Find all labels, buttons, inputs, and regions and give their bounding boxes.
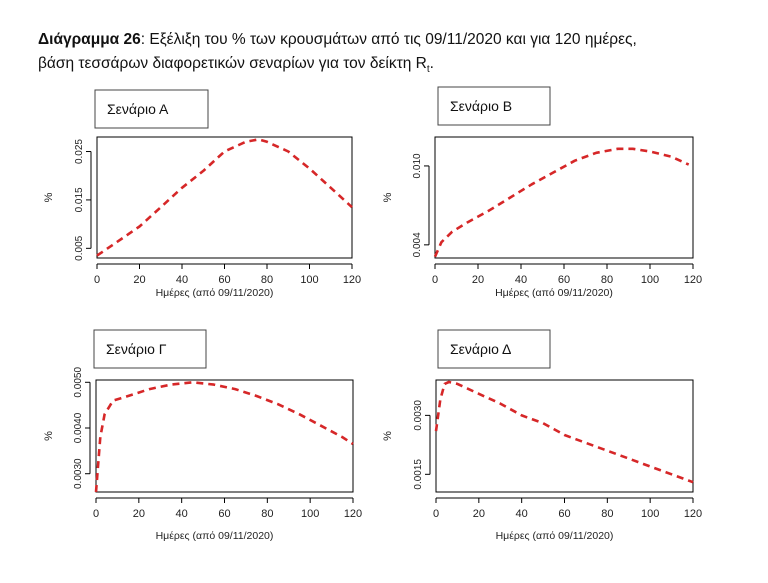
x-tick-label: 0 — [433, 508, 439, 520]
x-tick-label: 120 — [684, 274, 702, 286]
caption-line1: : Εξέλιξη του % των κρουσμάτων από τις 0… — [140, 31, 637, 48]
scenario-label-box — [437, 86, 551, 126]
x-tick-label: 20 — [472, 274, 484, 286]
series-line — [96, 138, 353, 257]
plot-frame — [95, 379, 354, 493]
scenario-title: Σενάριο Γ — [106, 341, 167, 357]
x-tick-label: 100 — [641, 274, 659, 286]
series-line — [433, 147, 690, 258]
y-tick-label: 0.004 — [412, 232, 423, 257]
series-line — [434, 380, 694, 484]
chart-panel-2: 0 20 40 60 80 100 120 0.004 0.010 Ημέρες (από 09/… — [382, 86, 702, 299]
y-tick-label: 0.0015 — [413, 459, 424, 490]
scenario-label-box — [94, 89, 209, 129]
caption-line2-end: . — [429, 55, 434, 72]
plot-frame — [434, 136, 694, 259]
plot-frame — [435, 379, 694, 493]
x-tick-label: 80 — [601, 508, 613, 520]
x-tick-label: 100 — [641, 508, 659, 520]
x-tick-label: 60 — [218, 508, 230, 520]
x-tick-label: 40 — [516, 508, 528, 520]
series-line — [94, 381, 354, 493]
y-axis-label: % — [382, 431, 394, 441]
x-tick-label: 120 — [344, 508, 362, 520]
y-axis-label: % — [382, 192, 394, 202]
chart-panel-3: 0 20 40 60 80 100 120 0.0030 0.0040 0.0050 Ημέρες … — [43, 329, 362, 542]
x-tick-label: 60 — [218, 274, 230, 286]
x-tick-label: 80 — [261, 274, 273, 286]
x-tick-label: 60 — [558, 274, 570, 286]
x-tick-label: 20 — [133, 274, 145, 286]
x-axis-label: Ημέρες (από 09/11/2020) — [156, 530, 274, 542]
chart-panel-4: 0 20 40 60 80 100 120 0.0015 0.0030 Ημέρες (από 0… — [382, 329, 702, 542]
scenario-title: Σενάριο Α — [107, 101, 169, 117]
x-axis-label: Ημέρες (από 09/11/2020) — [495, 287, 613, 299]
x-tick-label: 0 — [94, 274, 100, 286]
x-tick-label: 20 — [133, 508, 145, 520]
scenario-title: Σενάριο Β — [450, 98, 512, 114]
x-tick-label: 20 — [473, 508, 485, 520]
scenario-title: Σενάριο Δ — [450, 341, 511, 357]
y-tick-label: 0.015 — [74, 187, 85, 212]
x-tick-label: 80 — [601, 274, 613, 286]
x-tick-label: 0 — [93, 508, 99, 520]
x-tick-label: 120 — [343, 274, 361, 286]
scenario-label-box — [437, 329, 551, 369]
y-tick-label: 0.025 — [74, 139, 85, 164]
x-tick-label: 100 — [301, 508, 319, 520]
y-tick-label: 0.0050 — [73, 367, 84, 398]
y-axis-label: % — [43, 431, 55, 441]
y-tick-label: 0.010 — [412, 153, 423, 178]
x-tick-label: 40 — [176, 274, 188, 286]
x-tick-label: 40 — [176, 508, 188, 520]
plot-frame — [96, 136, 353, 259]
x-tick-label: 80 — [261, 508, 273, 520]
x-tick-label: 120 — [684, 508, 702, 520]
figure-caption: Διάγραμμα 26: Εξέλιξη του % των κρουσμάτ… — [38, 28, 748, 82]
caption-subscript: t — [426, 64, 430, 76]
x-tick-label: 100 — [300, 274, 318, 286]
scenario-label-box — [93, 329, 207, 369]
chart-panel-1: 0 20 40 60 80 100 120 0.005 0.015 0.025 Ημέρες (απ… — [43, 89, 361, 299]
x-axis-label: Ημέρες (από 09/11/2020) — [156, 287, 274, 299]
x-tick-label: 40 — [515, 274, 527, 286]
caption-line2: βάση τεσσάρων διαφορετικών σεναρίων για … — [38, 55, 427, 72]
y-axis-label: % — [43, 192, 55, 202]
y-tick-label: 0.0040 — [73, 412, 84, 443]
x-axis-label: Ημέρες (από 09/11/2020) — [496, 530, 614, 542]
x-tick-label: 0 — [432, 274, 438, 286]
y-tick-label: 0.005 — [74, 235, 85, 260]
y-tick-label: 0.0030 — [413, 400, 424, 431]
x-tick-label: 60 — [558, 508, 570, 520]
y-tick-label: 0.0030 — [73, 458, 84, 489]
caption-label: Διάγραμμα 26 — [38, 31, 141, 48]
